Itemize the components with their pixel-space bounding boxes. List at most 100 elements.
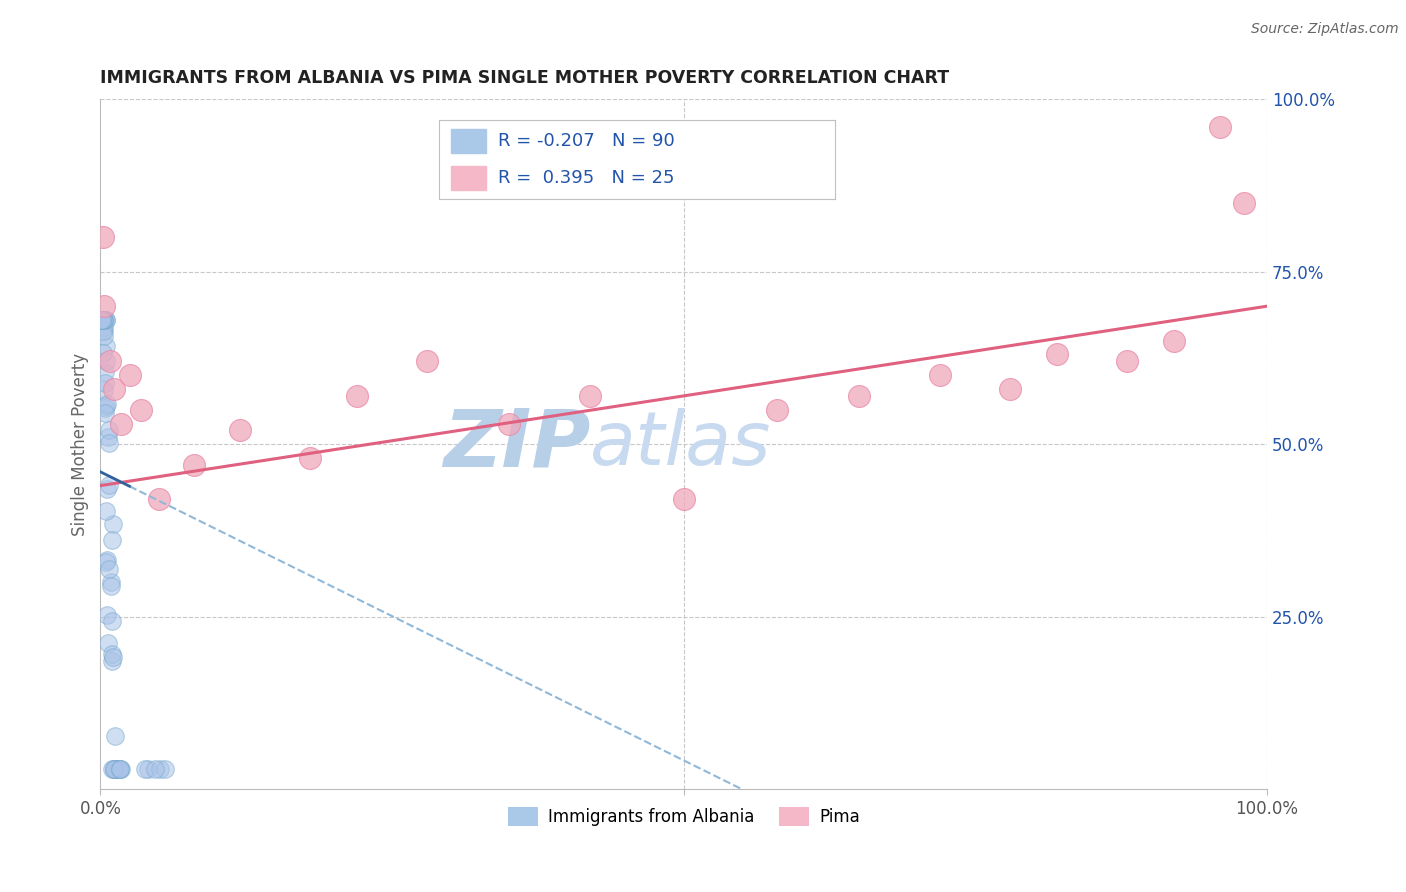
Point [1116, 354, 1139, 368]
Point [90, 313, 112, 327]
Point [134, 762, 156, 776]
Point [90, 313, 112, 327]
Point [90, 313, 112, 327]
Text: Source: ZipAtlas.com: Source: ZipAtlas.com [1251, 22, 1399, 37]
Point [848, 389, 870, 403]
Point [108, 762, 131, 776]
Point [93, 313, 115, 327]
Point [90, 313, 112, 327]
Point [108, 762, 131, 776]
Point [766, 402, 789, 417]
Point [93, 313, 115, 327]
Point [104, 729, 127, 743]
Point [101, 533, 124, 548]
Point [498, 417, 520, 431]
Point [93, 299, 115, 313]
Point [91, 313, 114, 327]
Point [91, 313, 114, 327]
Point [103, 762, 125, 776]
Point [94, 504, 117, 518]
Point [1163, 334, 1185, 348]
Point [90, 313, 112, 327]
Point [93, 324, 115, 338]
Point [90, 313, 112, 327]
Legend: Immigrants from Albania, Pima: Immigrants from Albania, Pima [501, 800, 866, 832]
Point [153, 762, 176, 776]
Point [148, 492, 170, 507]
Point [91, 313, 114, 327]
Point [93, 313, 115, 327]
Point [91, 313, 114, 327]
Point [91, 346, 114, 360]
Point [93, 376, 115, 391]
Point [96, 339, 118, 353]
Point [299, 450, 322, 465]
Point [107, 762, 129, 776]
Point [100, 647, 122, 661]
Point [91, 313, 114, 327]
Text: atlas: atlas [591, 409, 772, 480]
Point [90, 313, 112, 327]
Point [93, 365, 115, 379]
Point [1232, 195, 1254, 210]
Point [94, 406, 117, 420]
Point [672, 492, 695, 507]
Text: IMMIGRANTS FROM ALBANIA VS PIMA SINGLE MOTHER POVERTY CORRELATION CHART: IMMIGRANTS FROM ALBANIA VS PIMA SINGLE M… [100, 69, 949, 87]
Point [129, 402, 152, 417]
Point [1000, 382, 1022, 396]
Point [103, 762, 125, 776]
Point [93, 320, 115, 334]
Point [183, 458, 205, 472]
Point [104, 762, 127, 776]
Point [93, 313, 115, 327]
Point [91, 313, 114, 327]
Point [346, 389, 368, 403]
Point [103, 762, 125, 776]
Point [91, 230, 114, 244]
Point [136, 762, 159, 776]
Point [96, 608, 118, 623]
Point [91, 313, 114, 327]
Point [97, 636, 120, 650]
Point [97, 423, 120, 437]
Point [108, 762, 131, 776]
Point [101, 762, 124, 776]
Point [103, 762, 125, 776]
Point [118, 368, 141, 383]
Point [91, 313, 114, 327]
Point [100, 579, 122, 593]
Point [1209, 120, 1232, 134]
Point [90, 313, 112, 327]
Point [98, 354, 121, 368]
Point [579, 389, 602, 403]
Point [229, 424, 252, 438]
Point [97, 478, 120, 492]
Point [90, 313, 112, 327]
Point [90, 313, 112, 327]
Point [96, 553, 118, 567]
Point [100, 653, 122, 667]
Point [94, 354, 117, 368]
Point [96, 400, 118, 414]
Point [90, 313, 112, 327]
Point [90, 313, 112, 327]
Point [149, 762, 172, 776]
Point [93, 383, 115, 397]
Point [91, 313, 114, 327]
Point [104, 762, 127, 776]
Point [96, 397, 118, 411]
Point [90, 313, 112, 327]
Point [93, 329, 115, 343]
Point [91, 313, 114, 327]
Point [1046, 347, 1069, 361]
Point [143, 762, 166, 776]
Point [94, 313, 117, 327]
Point [96, 482, 118, 496]
Point [91, 313, 114, 327]
Y-axis label: Single Mother Poverty: Single Mother Poverty [72, 352, 89, 536]
Point [103, 382, 125, 396]
Point [90, 313, 112, 327]
Point [91, 313, 114, 327]
Point [91, 313, 114, 327]
Point [94, 401, 117, 415]
